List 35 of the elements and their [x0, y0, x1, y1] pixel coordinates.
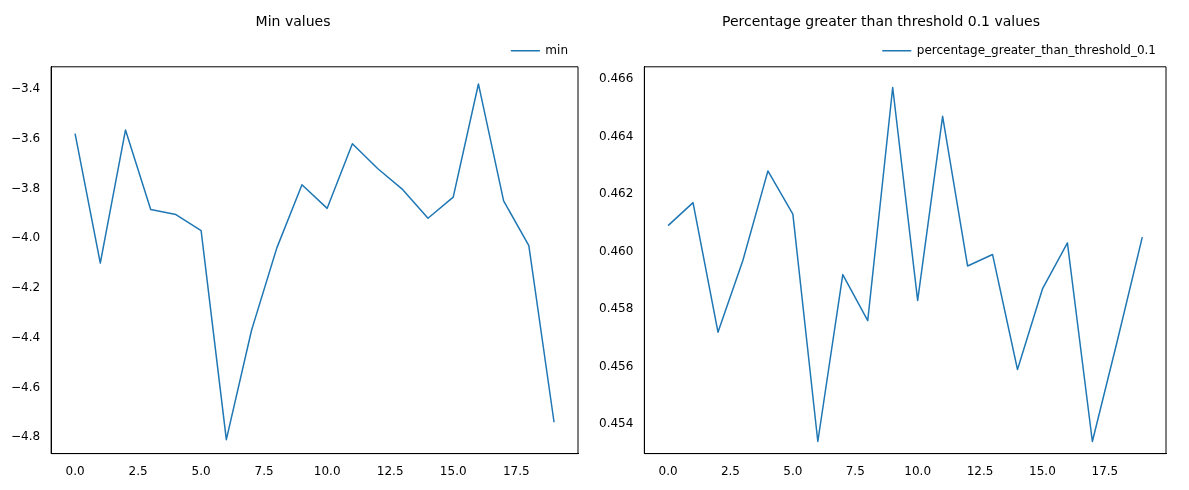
chart-title: Min values [255, 13, 331, 30]
x-tick-label: 10.0 [904, 463, 932, 478]
x-tick-label: 15.0 [439, 463, 467, 478]
y-tick-label: −3.6 [11, 130, 41, 145]
x-tick-label: 12.5 [966, 463, 994, 478]
x-tick-label: 0.0 [65, 463, 85, 478]
y-tick-label: 0.464 [598, 128, 634, 143]
x-tick-label: 7.5 [845, 463, 865, 478]
legend-label: min [545, 42, 569, 57]
x-tick-label: 17.5 [1091, 463, 1119, 478]
x-tick-label: 0.0 [658, 463, 678, 478]
y-tick-label: −4.8 [11, 429, 41, 444]
y-tick-label: 0.458 [598, 301, 634, 316]
x-tick-label: 2.5 [128, 463, 148, 478]
x-tick-label: 12.5 [376, 463, 404, 478]
x-tick-label: 10.0 [313, 463, 341, 478]
x-tick-label: 5.0 [191, 463, 211, 478]
x-tick-label: 2.5 [720, 463, 741, 478]
y-tick-label: −4.4 [11, 329, 41, 344]
y-tick-label: −3.8 [11, 180, 41, 195]
y-tick-label: 0.466 [598, 71, 634, 86]
x-tick-label: 15.0 [1029, 463, 1056, 478]
legend-label: percentage_greater_than_threshold_0.1 [916, 42, 1157, 57]
y-tick-label: −4.0 [11, 230, 41, 245]
y-tick-label: 0.456 [598, 358, 634, 373]
y-tick-label: −4.2 [11, 280, 41, 295]
y-tick-label: −4.6 [11, 379, 41, 394]
y-tick-label: 0.454 [598, 416, 634, 431]
y-tick-label: 0.462 [598, 186, 634, 201]
y-tick-label: −3.4 [11, 81, 41, 96]
x-tick-label: 5.0 [783, 463, 803, 478]
x-tick-label: 17.5 [502, 463, 530, 478]
chart-title: Percentage greater than threshold 0.1 values [722, 13, 1040, 30]
y-tick-label: 0.460 [598, 243, 634, 258]
x-tick-label: 7.5 [254, 463, 274, 478]
